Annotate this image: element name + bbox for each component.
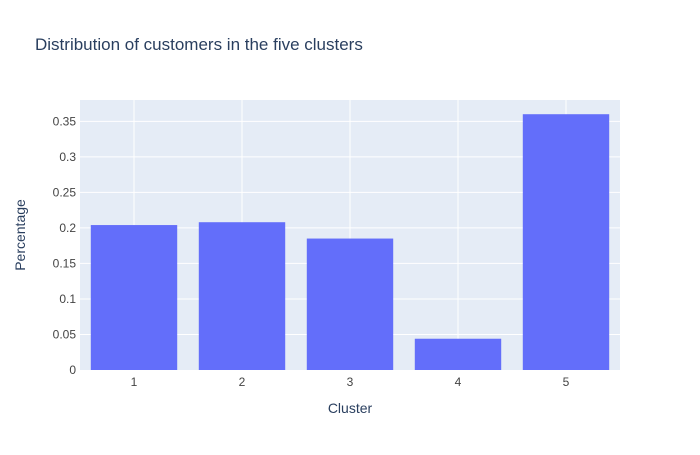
- x-axis-ticks: 1 2 3 4 5: [131, 375, 570, 389]
- x-axis-label: Cluster: [328, 400, 373, 416]
- bars: [90, 114, 610, 370]
- bar-cluster-3[interactable]: [306, 238, 394, 370]
- y-tick-label: 0.2: [59, 221, 76, 235]
- y-tick-label: 0: [69, 363, 76, 377]
- x-tick-label: 4: [455, 375, 462, 389]
- bar-cluster-2[interactable]: [198, 222, 286, 370]
- y-tick-label: 0.25: [53, 185, 77, 199]
- x-tick-label: 1: [131, 375, 138, 389]
- y-axis-label: Percentage: [12, 199, 28, 271]
- y-tick-label: 0.3: [59, 150, 76, 164]
- chart-title: Distribution of customers in the five cl…: [35, 35, 363, 54]
- x-tick-label: 5: [563, 375, 570, 389]
- bar-cluster-1[interactable]: [90, 225, 178, 370]
- x-tick-label: 3: [347, 375, 354, 389]
- bar-cluster-4[interactable]: [414, 338, 502, 370]
- y-tick-label: 0.15: [53, 256, 77, 270]
- y-axis-ticks: 0 0.05 0.1 0.15 0.2 0.25 0.3 0.35: [53, 114, 77, 377]
- y-tick-label: 0.1: [59, 292, 76, 306]
- x-tick-label: 2: [239, 375, 246, 389]
- bar-cluster-5[interactable]: [522, 114, 610, 370]
- y-tick-label: 0.35: [53, 114, 77, 128]
- y-tick-label: 0.05: [53, 327, 77, 341]
